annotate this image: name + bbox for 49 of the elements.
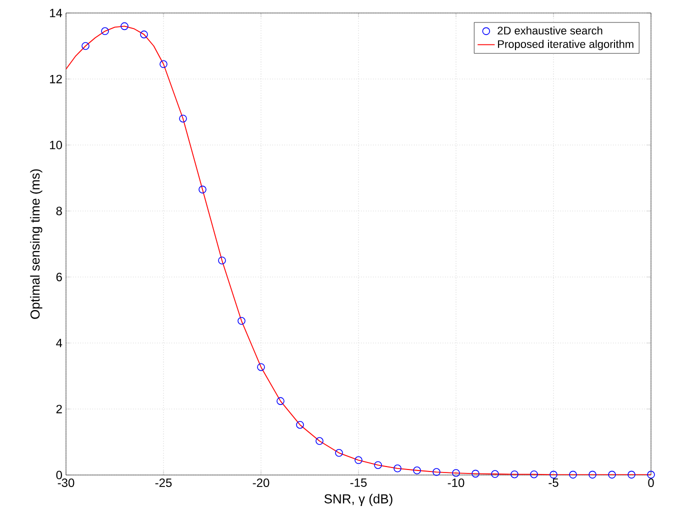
point bbox=[179, 114, 187, 122]
point bbox=[101, 27, 109, 36]
point bbox=[82, 42, 90, 50]
y-tick-label: 4 bbox=[56, 338, 62, 348]
y-tick-label: 2 bbox=[56, 404, 62, 414]
point bbox=[608, 470, 616, 479]
point bbox=[647, 470, 655, 479]
x-tick-label: -25 bbox=[155, 478, 172, 488]
x-tick-label: -15 bbox=[350, 478, 367, 487]
point bbox=[588, 470, 596, 479]
y-tick-label: 0 bbox=[56, 470, 62, 480]
point bbox=[257, 363, 265, 371]
y-tick-label: 12 bbox=[50, 74, 62, 84]
point bbox=[550, 470, 558, 479]
point bbox=[374, 461, 382, 469]
point bbox=[510, 470, 518, 478]
point bbox=[394, 464, 402, 472]
x-tick-label: -20 bbox=[252, 478, 270, 488]
point bbox=[276, 397, 284, 405]
point bbox=[452, 469, 460, 477]
y-tick-label: 8 bbox=[56, 206, 62, 216]
point bbox=[120, 22, 128, 30]
point bbox=[335, 448, 343, 457]
y-tick-label: 14 bbox=[50, 8, 62, 18]
point bbox=[296, 420, 304, 429]
point bbox=[432, 468, 440, 476]
point bbox=[238, 316, 246, 325]
point bbox=[354, 456, 362, 464]
point bbox=[160, 60, 168, 68]
legend-label: 2D exhaustive search bbox=[498, 26, 602, 35]
y-tick-label: 10 bbox=[50, 140, 62, 150]
point bbox=[316, 437, 324, 445]
legend-label: Proposed iterative algorithm bbox=[498, 40, 634, 50]
point bbox=[628, 470, 636, 479]
x-tick-label: 0 bbox=[648, 478, 654, 488]
point bbox=[140, 30, 148, 38]
y-tick-label: 6 bbox=[56, 272, 62, 282]
point bbox=[530, 470, 538, 478]
y-axis-title: Optimal sensing time (ms) bbox=[30, 169, 42, 319]
point bbox=[491, 470, 499, 478]
x-tick-label: -5 bbox=[548, 478, 558, 487]
point bbox=[198, 186, 206, 194]
point bbox=[413, 466, 421, 474]
point bbox=[569, 470, 577, 479]
point bbox=[472, 470, 480, 478]
x-axis-title: SNR, γ (dB) bbox=[324, 494, 392, 506]
x-tick-label: -30 bbox=[58, 478, 74, 488]
x-tick-label: -10 bbox=[448, 478, 464, 488]
point bbox=[218, 256, 226, 264]
